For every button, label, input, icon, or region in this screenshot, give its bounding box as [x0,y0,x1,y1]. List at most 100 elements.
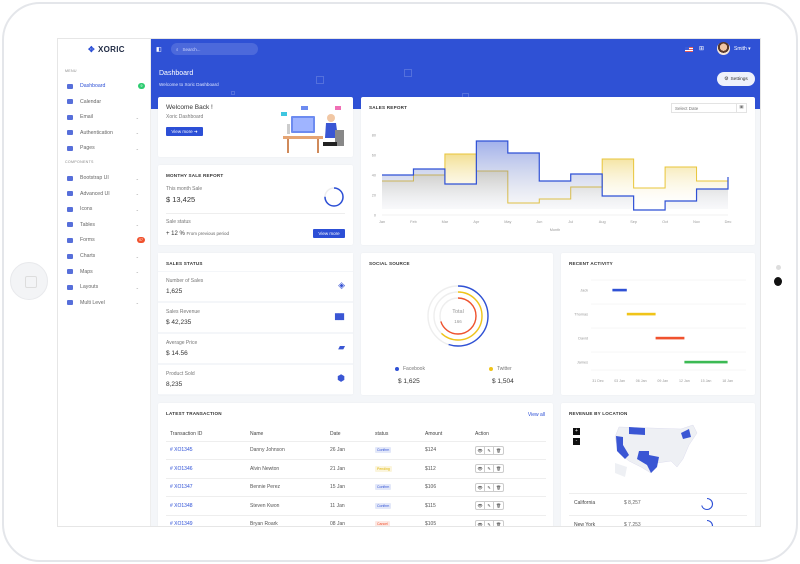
layers-icon: ◈ [338,280,345,290]
menu-toggle-icon[interactable]: ◧ [156,47,162,53]
view-icon[interactable]: 👁 [476,502,485,510]
sidebar-item-bootstrap-ui[interactable]: Bootstrap UI ⌄ [67,173,147,183]
ring-arc [433,291,483,341]
x-tick-label: Sep [630,220,637,224]
sidebar-item-multi-level[interactable]: Multi Level ⌄ [67,298,147,308]
avatar[interactable] [717,42,730,55]
sidebar-item-forms[interactable]: Forms 07 [67,235,147,245]
edit-icon[interactable]: ✎ [485,446,494,454]
edit-icon[interactable]: ✎ [485,520,494,526]
stat-value: 1,625 [166,288,183,295]
icons-icon [67,206,73,212]
sidebar-item-charts[interactable]: Charts ⌄ [67,251,147,261]
delete-icon[interactable]: 🗑 [495,521,502,527]
welcome-view-more-button[interactable]: View more ➜ [166,127,203,136]
cell-amount: $115 [421,496,471,516]
x-tick-label: Jun [536,220,542,224]
sensor [776,265,781,270]
column-header: Date [326,427,371,442]
card-title: MONTHY SALE REPORT [166,173,224,178]
cell-id[interactable]: # XO1345 [166,441,246,460]
sidebar-item-icons[interactable]: Icons ⌄ [67,204,147,214]
home-button[interactable] [10,262,48,300]
delete-icon[interactable]: 🗑 [495,447,502,453]
y-tick-label: 60 [372,154,376,158]
card-title: LATEST TRANSACTION [166,411,222,416]
sidebar-item-layouts[interactable]: Layouts ⌄ [67,282,147,292]
status-badge: Pending [375,465,392,472]
layouts-icon [67,284,73,290]
view-icon[interactable]: 👁 [476,465,485,473]
legend-label: Facebook [403,366,425,372]
chevron-down-icon: ⌄ [135,253,139,259]
sidebar-item-maps[interactable]: Maps ⌄ [67,267,147,277]
edit-icon[interactable]: ✎ [485,483,494,491]
apps-grid-icon[interactable]: ⊞ [699,46,705,52]
edit-icon[interactable]: ✎ [485,502,494,510]
settings-button[interactable]: ⚙ Settings [717,72,755,86]
sale-status-label: Sale status [166,219,191,225]
view-icon[interactable]: 👁 [476,520,485,526]
cell-id[interactable]: # XO1348 [166,496,246,516]
delete-icon[interactable]: 🗑 [495,484,502,490]
social-source-card: SOCIAL SOURCE Total 166 Facebook $ 1,625 Tw… [361,253,553,395]
developer-illustration [281,106,344,153]
sidebar-item-dashboard[interactable]: Dashboard 9 [67,81,147,91]
map-state-california[interactable] [616,436,629,459]
cell-id[interactable]: # XO1347 [166,478,246,497]
legend-facebook: Facebook [395,366,425,372]
us-flag-icon[interactable] [685,47,693,52]
action-group: 👁 ✎ 🗑 [475,445,504,455]
search-input[interactable]: ⌕ Search... [171,43,258,55]
calendar-icon[interactable]: ▣ [736,104,746,112]
status-badge: Confirm [375,447,392,454]
this-month-label: This month Sale [166,186,203,192]
sidebar-item-label: Charts [80,253,96,259]
monthly-view-more-button[interactable]: View more [313,229,345,238]
ticket-icon: ▰ [338,342,345,352]
delete-icon[interactable]: 🗑 [495,503,502,509]
sidebar-item-calendar[interactable]: Calendar [67,97,147,107]
legend-dot [395,367,399,371]
ring-arc [439,297,477,335]
delete-icon[interactable]: 🗑 [495,466,502,472]
view-all-link[interactable]: View all [527,412,545,418]
edit-icon[interactable]: ✎ [485,465,494,473]
y-tick-label: 20 [372,194,376,198]
cell-status: Pending [371,459,421,479]
status-badge: Cancel [375,521,390,527]
user-menu[interactable]: Smith ▾ [734,46,751,52]
map-zoom-in-button[interactable]: + [573,428,580,435]
view-icon[interactable]: 👁 [476,446,485,454]
sidebar-item-advanced-ui[interactable]: Advanced UI ⌄ [67,189,147,199]
view-icon[interactable]: 👁 [476,483,485,491]
map-zoom-out-button[interactable]: - [573,438,580,445]
x-tick-label: May [504,220,511,224]
map-state-montana[interactable] [629,427,645,435]
row-label: James [577,361,588,365]
revenue-row: California $ 8,257 [569,493,747,513]
map-state-texas[interactable] [637,451,659,473]
sales-status-card: SALES STATUS Number of Sales 1,625 ◈ Sales … [158,253,353,395]
state-revenue: $ 8,257 [624,500,641,506]
sidebar-item-tables[interactable]: Tables ⌄ [67,220,147,230]
x-tick-label: 03 Jan [614,379,625,383]
sales-report-card: SALES REPORT Select Date ▣ 0 20 40 60 80 Jan Fe… [361,97,755,245]
x-tick-label: Dec [725,220,732,224]
map-state-new-york[interactable] [681,429,691,439]
ring-arc [427,285,489,347]
row-label: Jack [580,289,588,293]
date-picker[interactable]: Select Date ▣ [671,103,747,113]
social-source-chart: Total 166 [427,285,489,347]
sidebar-item-email[interactable]: Email ⌄ [67,112,147,122]
sidebar-item-pages[interactable]: Pages ⌄ [67,143,147,153]
cell-date: 15 Jan [326,478,371,497]
sidebar-item-authentication[interactable]: Authentication ⌄ [67,128,147,138]
logo[interactable]: ✥ XORIC [88,45,125,54]
menu-heading: MENU [65,69,77,73]
cell-id[interactable]: # XO1349 [166,515,246,526]
recent-activity-chart: Jack Thomas David James 31 Dec 03 Jan 06 Jan 09… [574,279,746,383]
revenue-location-card: REVENUE BY LOCATION + - California $ 8,25… [561,403,755,526]
x-tick-label: 09 Jan [657,379,668,383]
cell-id[interactable]: # XO1346 [166,459,246,479]
